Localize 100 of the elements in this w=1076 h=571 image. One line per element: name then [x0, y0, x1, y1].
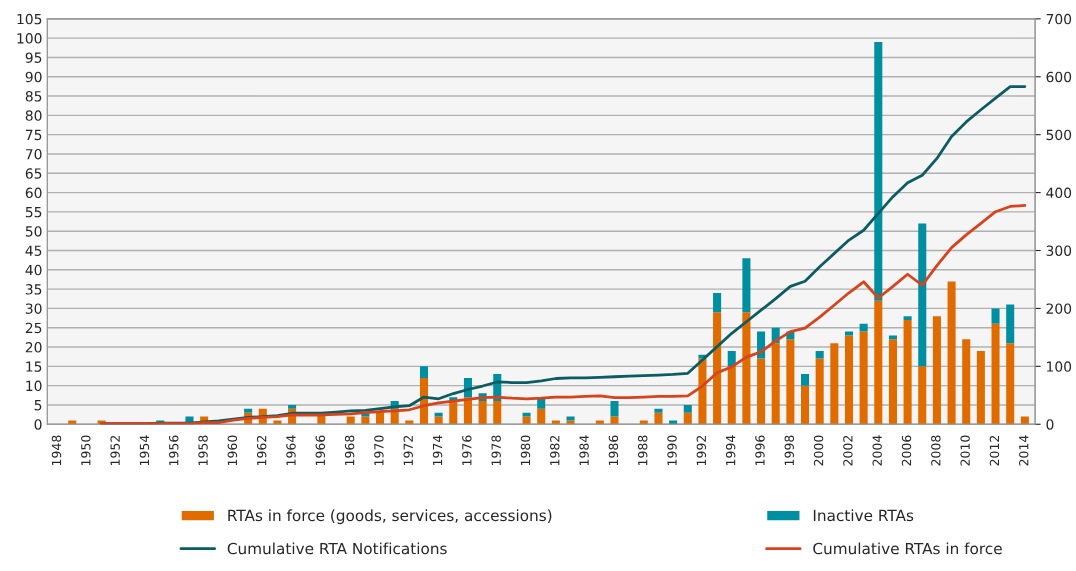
bar — [800, 374, 810, 386]
bar — [273, 420, 282, 425]
x-tick-label: 1986 — [608, 435, 619, 466]
bar — [976, 350, 985, 425]
bar — [493, 401, 502, 425]
y-tick-label: 95 — [25, 52, 42, 63]
bar — [595, 420, 604, 425]
bar — [639, 420, 648, 425]
bar — [962, 339, 971, 425]
legend-label: Cumulative RTAs in force — [813, 542, 1002, 555]
bar — [346, 416, 355, 425]
y-tick-label: 105 — [17, 13, 42, 25]
y-tick-label: 80 — [25, 110, 42, 121]
x-tick-label: 1988 — [637, 435, 648, 466]
legend-label: Inactive RTAs — [813, 509, 914, 522]
bar — [888, 335, 897, 340]
bar — [405, 420, 414, 425]
x-tick-label: 1958 — [198, 435, 208, 466]
bar — [859, 323, 868, 332]
bar — [991, 323, 1000, 425]
bar — [522, 416, 531, 425]
x-tick-label: 1996 — [755, 435, 765, 466]
bar — [742, 312, 751, 425]
bar — [918, 223, 927, 367]
bar — [932, 316, 941, 425]
x-tick-label: 1994 — [725, 435, 736, 466]
bar — [830, 343, 839, 425]
x-tick-label: 1964 — [286, 435, 296, 466]
y-tick-label: 75 — [25, 129, 42, 141]
bar — [669, 420, 678, 425]
bar — [757, 358, 766, 425]
x-tick-label: 1952 — [110, 435, 120, 466]
y2-tick-label: 500 — [1046, 129, 1072, 141]
bar — [903, 320, 912, 425]
y-tick-label: 10 — [26, 380, 42, 392]
x-tick-label: 1972 — [403, 435, 413, 466]
bar — [888, 339, 897, 425]
y-tick-label: 20 — [25, 342, 42, 353]
y2-tick-label: 200 — [1046, 303, 1072, 314]
y2-tick-label: 400 — [1046, 187, 1072, 199]
bar — [478, 401, 487, 425]
y2-tick-label: 600 — [1046, 71, 1072, 83]
y-tick-label: 30 — [25, 303, 42, 314]
x-tick-label: 1960 — [227, 435, 238, 466]
x-tick-label: 1984 — [579, 435, 589, 466]
bar — [771, 343, 780, 425]
bar — [68, 420, 77, 425]
y-tick-label: 100 — [17, 33, 42, 44]
bar — [361, 416, 370, 425]
legend-label: RTAs in force (goods, services, accessions) — [228, 509, 552, 525]
bar — [1006, 304, 1015, 344]
bar — [859, 331, 868, 425]
y2-tick-label: 300 — [1046, 245, 1072, 256]
y-tick-label: 25 — [25, 322, 42, 334]
y-tick-label: 0 — [34, 419, 42, 430]
x-tick-label: 1998 — [784, 435, 794, 466]
bar — [654, 412, 663, 425]
x-tick-label: 1962 — [256, 435, 267, 466]
x-tick-label: 2000 — [813, 435, 824, 466]
y2-tick-label: 700 — [1046, 13, 1072, 25]
y-tick-label: 35 — [25, 284, 42, 295]
bar — [786, 339, 795, 425]
bar — [419, 366, 429, 378]
x-tick-label: 2014 — [1019, 435, 1029, 466]
bar — [815, 350, 824, 359]
bar — [903, 316, 912, 320]
x-tick-label: 1982 — [550, 435, 560, 466]
x-tick-label: 1950 — [81, 435, 91, 466]
bar — [683, 404, 692, 413]
bar — [610, 416, 619, 425]
y2-tick-label: 0 — [1046, 419, 1054, 430]
y-tick-label: 50 — [25, 226, 42, 237]
y-tick-label: 70 — [25, 148, 42, 160]
bar — [244, 408, 253, 413]
bar — [551, 420, 560, 425]
y-tick-label: 65 — [25, 168, 42, 179]
x-tick-label: 1990 — [667, 435, 677, 466]
legend-label: Cumulative RTA Notifications — [227, 542, 447, 555]
x-tick-label: 2006 — [901, 435, 912, 466]
bar — [537, 408, 546, 425]
y-tick-label: 45 — [25, 245, 42, 256]
y-tick-label: 60 — [25, 187, 42, 199]
bar — [434, 416, 443, 425]
y-tick-label: 55 — [25, 207, 42, 218]
y-tick-label: 90 — [25, 71, 42, 83]
x-tick-label: 1954 — [139, 435, 150, 466]
bar — [522, 412, 531, 417]
bar — [713, 292, 722, 313]
x-tick-label: 1970 — [374, 435, 384, 466]
bar — [449, 401, 458, 425]
x-tick-label: 1968 — [344, 435, 355, 466]
x-tick-label: 2012 — [989, 435, 1000, 466]
x-tick-label: 2002 — [843, 435, 853, 466]
bar — [375, 412, 385, 425]
bar — [1020, 416, 1029, 425]
y2-tick-label: 100 — [1047, 361, 1072, 372]
bar — [947, 281, 956, 425]
x-tick-label: 1974 — [432, 435, 443, 466]
bar — [918, 366, 927, 425]
bar — [434, 412, 443, 417]
